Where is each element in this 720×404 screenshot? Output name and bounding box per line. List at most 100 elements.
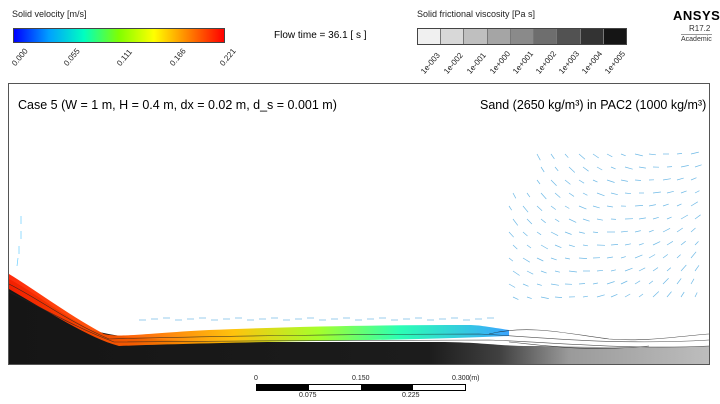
ansys-version: R17.2	[689, 24, 711, 33]
viscosity-tick: 1e-001	[464, 50, 488, 76]
velocity-vector	[550, 231, 559, 237]
velocity-vector	[578, 231, 585, 234]
velocity-vector	[564, 231, 572, 235]
velocity-vector	[606, 256, 613, 259]
velocity-vector	[522, 283, 529, 287]
scale-label-225: 0.225	[402, 392, 420, 399]
velocity-vector	[690, 278, 695, 285]
velocity-vector	[540, 244, 549, 250]
velocity-vector	[624, 192, 632, 195]
velocity-vector	[606, 281, 615, 285]
velocity-vector	[540, 166, 545, 173]
velocity-vector	[694, 214, 701, 220]
velocity-vector	[582, 192, 588, 196]
velocity-vector	[536, 231, 542, 236]
velocity-vector	[680, 165, 689, 168]
velocity-vector	[610, 269, 616, 272]
velocity-vector	[648, 153, 656, 156]
velocity-vector	[550, 283, 559, 286]
velocity-vector	[690, 251, 697, 259]
velocity-vector	[536, 205, 543, 212]
velocity-vector	[564, 179, 571, 185]
velocity-vector	[550, 205, 557, 210]
velocity-vector	[550, 153, 555, 160]
viscosity-swatch	[509, 29, 534, 44]
velocity-vector	[620, 280, 628, 285]
velocity-vector	[508, 283, 516, 288]
velocity-vector	[554, 244, 562, 249]
viscosity-tick: 1e+002	[534, 49, 559, 76]
velocity-vector	[680, 240, 686, 246]
velocity-vector	[550, 179, 557, 186]
velocity-vector	[648, 229, 654, 233]
velocity-vector	[694, 190, 700, 194]
viscosity-tick: 1e+003	[557, 49, 582, 76]
velocity-vector	[508, 231, 514, 238]
viscosity-swatch	[440, 29, 464, 44]
velocity-tick-4: 0.221	[218, 46, 238, 68]
velocity-vector	[620, 230, 628, 233]
velocity-vector	[610, 244, 619, 246]
velocity-vector	[638, 293, 644, 298]
velocity-vector	[666, 216, 672, 220]
velocity-vector	[680, 264, 687, 272]
velocity-vector	[652, 216, 659, 220]
velocity-vector	[676, 278, 682, 285]
velocity-vector	[526, 296, 532, 299]
velocity-vector	[690, 201, 698, 207]
velocity-vector	[568, 270, 577, 273]
velocity-vector	[606, 205, 613, 208]
velocity-vector	[582, 244, 588, 247]
velocity-vector	[596, 269, 604, 272]
velocity-vector	[652, 291, 660, 298]
velocity-vector	[578, 257, 588, 259]
velocity-colorbar	[13, 28, 225, 43]
scale-label-300: 0.300	[452, 375, 470, 382]
velocity-vector	[554, 270, 560, 273]
velocity-vector	[634, 179, 642, 181]
velocity-tick-2: 0.111	[115, 47, 135, 68]
velocity-vector	[554, 218, 560, 222]
material-label: Sand (2650 kg/m³) in PAC2 (1000 kg/m³)	[480, 98, 707, 112]
scale-label-0: 0	[254, 375, 258, 382]
velocity-vector	[662, 203, 669, 207]
velocity-vector	[620, 256, 626, 259]
case-label: Case 5 (W = 1 m, H = 0.4 m, dx = 0.02 m,…	[18, 98, 337, 112]
flow-time-label: Flow time = 36.1 [ s ]	[274, 30, 367, 41]
velocity-tick-3: 0.166	[168, 46, 188, 68]
velocity-vector	[634, 254, 643, 259]
velocity-vector	[638, 217, 646, 220]
viscosity-swatch	[486, 29, 510, 44]
velocity-vector	[624, 243, 631, 246]
viscosity-tick: 1e-002	[441, 50, 465, 76]
velocity-vector	[666, 291, 672, 298]
velocity-vector	[578, 205, 587, 210]
velocity-vector	[676, 203, 682, 207]
velocity-vector	[582, 218, 590, 222]
velocity-vector	[512, 192, 517, 199]
sediment-bed	[9, 279, 709, 364]
scale-bar	[256, 384, 466, 391]
velocity-vector	[526, 218, 533, 225]
velocity-vector	[554, 192, 561, 198]
scale-unit: (m)	[469, 375, 480, 382]
velocity-vector	[680, 214, 689, 220]
velocity-vector	[620, 179, 628, 182]
velocity-vector	[554, 296, 563, 298]
velocity-vector	[666, 241, 674, 246]
velocity-vector	[550, 257, 557, 261]
velocity-vector	[610, 166, 616, 170]
velocity-vector	[694, 241, 699, 246]
velocity-vector	[596, 218, 603, 221]
velocity-vector	[662, 278, 669, 285]
velocity-vector	[592, 205, 600, 209]
velocity-vector	[662, 254, 669, 259]
velocity-vector	[578, 179, 585, 184]
viscosity-swatch	[463, 29, 487, 44]
velocity-vector	[578, 283, 586, 285]
velocity-vector	[536, 153, 541, 161]
velocity-vector	[606, 153, 613, 158]
velocity-vector	[554, 166, 559, 172]
wall-vectors	[16, 216, 22, 267]
velocity-vector	[536, 179, 541, 185]
